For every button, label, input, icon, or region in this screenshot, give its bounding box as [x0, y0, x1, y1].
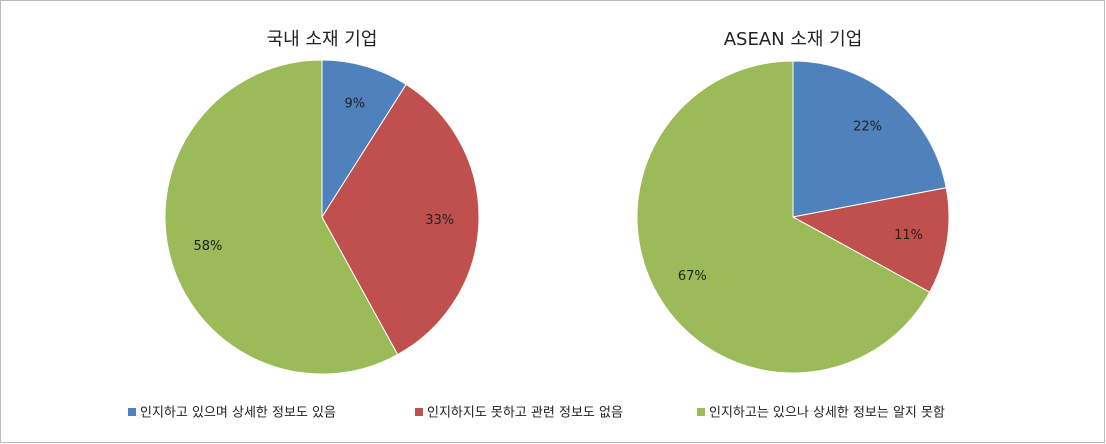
legend-swatch — [128, 408, 136, 416]
legend-swatch — [697, 408, 705, 416]
data-label: 22% — [853, 119, 882, 134]
legend-swatch — [415, 408, 423, 416]
legend-label: 인지하고 있으며 상세한 정보도 있음 — [140, 406, 336, 421]
pie-slice — [321, 59, 407, 219]
pie-slice — [791, 187, 950, 293]
pie-slice — [321, 83, 480, 356]
data-label: 33% — [425, 213, 454, 228]
data-label: 11% — [894, 228, 923, 243]
pie-slice — [792, 60, 947, 218]
data-label: 9% — [345, 96, 366, 111]
data-label: 67% — [678, 269, 707, 284]
data-label: 58% — [193, 239, 222, 254]
chart-title: ASEAN 소재 기업 — [724, 29, 863, 50]
legend-label: 인지하지도 못하고 관련 정보도 없음 — [427, 406, 623, 421]
legend-label: 인지하고는 있으나 상세한 정보는 알지 못함 — [709, 406, 945, 421]
pie-slice — [164, 59, 399, 375]
pie-slice — [636, 60, 931, 374]
chart-title: 국내 소재 기업 — [267, 29, 378, 50]
